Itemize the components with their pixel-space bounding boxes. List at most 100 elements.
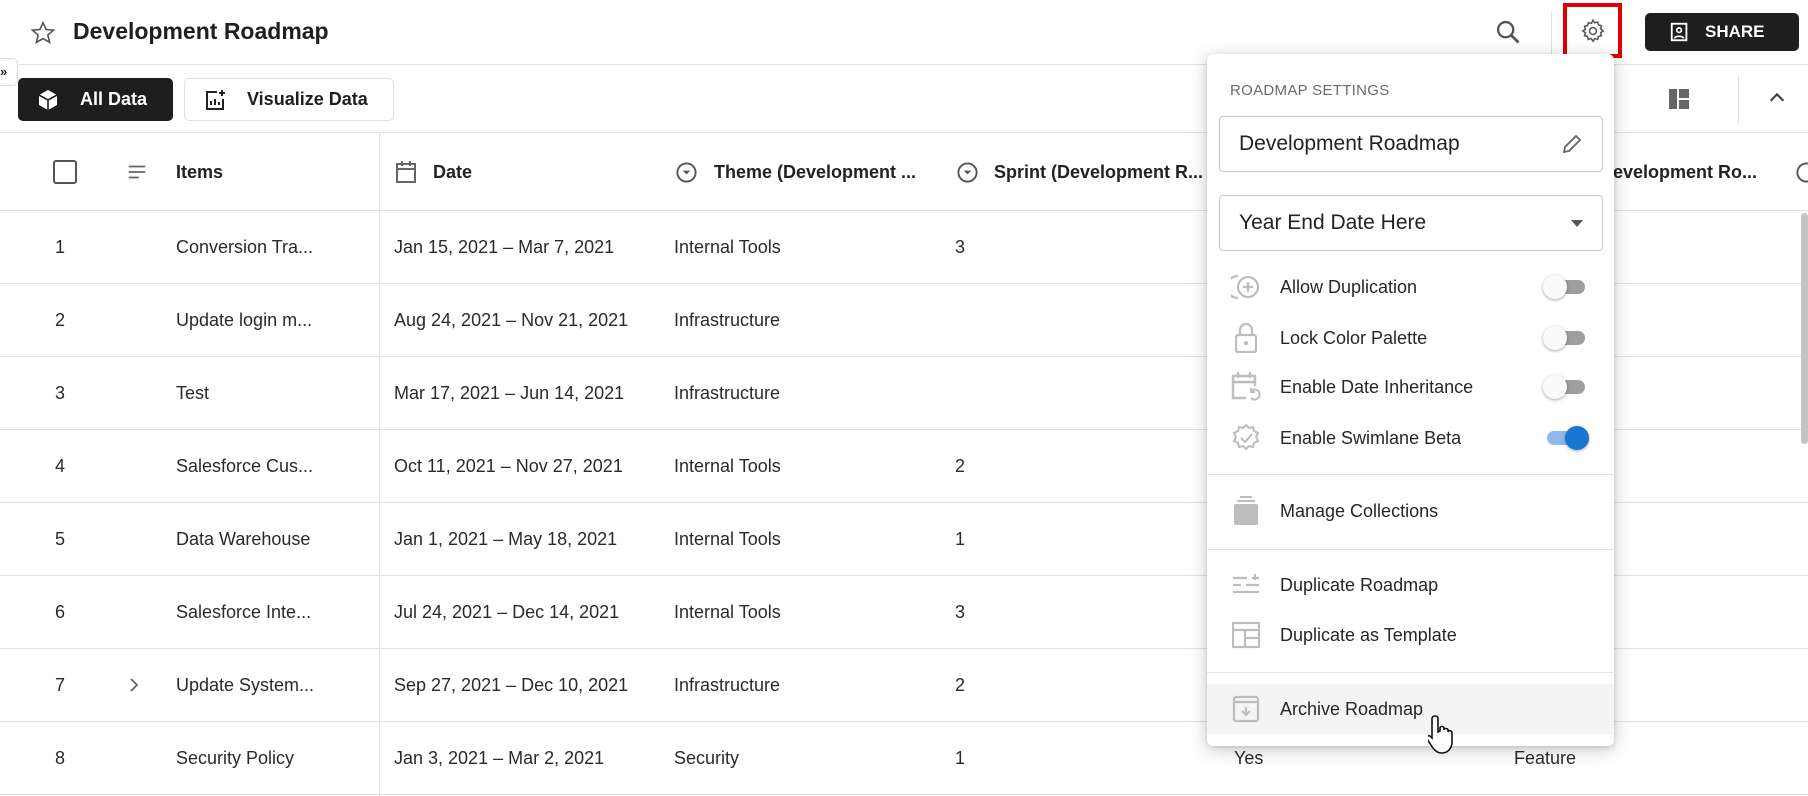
toggle-label: Enable Date Inheritance — [1280, 376, 1474, 397]
row-number: 7 — [55, 674, 66, 695]
row-number: 6 — [55, 601, 66, 622]
theme-cell[interactable]: Infrastructure — [674, 674, 781, 695]
duplicate-roadmap-item[interactable]: Duplicate Roadmap — [1207, 562, 1614, 608]
sprint-cell[interactable]: 2 — [955, 674, 966, 695]
all-data-button[interactable]: All Data — [18, 78, 173, 121]
roadmap-name-field[interactable]: Development Roadmap — [1219, 116, 1603, 172]
item-cell[interactable]: Data Warehouse — [176, 528, 311, 549]
sprint-cell[interactable]: 3 — [955, 601, 966, 622]
theme-cell[interactable]: Internal Tools — [674, 236, 781, 257]
column-header-items[interactable]: Items — [176, 161, 224, 182]
sprint-cell[interactable]: 1 — [955, 747, 966, 768]
table-row[interactable]: 7 Update System... Sep 27, 2021 – Dec 10, … — [0, 649, 1808, 722]
theme-cell[interactable]: Security — [674, 747, 740, 768]
divider — [1551, 12, 1552, 54]
column-header-theme[interactable]: Theme (Development ... — [714, 161, 917, 182]
date-cell[interactable]: Jan 1, 2021 – May 18, 2021 — [394, 528, 618, 549]
roadmap-settings-menu: ROADMAP SETTINGS Development Roadmap Yea… — [1207, 54, 1614, 746]
theme-cell[interactable]: Infrastructure — [674, 309, 781, 330]
archive-roadmap-label: Archive Roadmap — [1280, 698, 1424, 719]
date-cell[interactable]: Sep 27, 2021 – Dec 10, 2021 — [394, 674, 629, 695]
share-button[interactable]: SHARE — [1645, 13, 1799, 51]
table-row[interactable]: 2 Update login m... Aug 24, 2021 – Nov 21,… — [0, 284, 1808, 357]
collections-icon — [1231, 496, 1261, 526]
view-toolbar: All Data Visualize Data — [0, 65, 1808, 133]
all-data-label: All Data — [80, 89, 148, 109]
share-label: SHARE — [1705, 22, 1765, 41]
setting-toggle-row: Enable Date Inheritance — [1207, 364, 1614, 410]
item-cell[interactable]: Salesforce Inte... — [176, 601, 312, 622]
sprint-cell[interactable]: 1 — [955, 528, 966, 549]
toggle-knob — [1543, 326, 1567, 350]
layout-icon[interactable] — [1667, 87, 1691, 111]
item-cell[interactable]: Conversion Tra... — [176, 236, 314, 257]
dropdown-circle-icon — [676, 162, 697, 183]
sprint-cell[interactable]: 3 — [955, 236, 966, 257]
toggle-label: Lock Color Palette — [1280, 327, 1428, 348]
table-row[interactable]: 3 Test Mar 17, 2021 – Jun 14, 2021 Infrastr… — [0, 357, 1808, 430]
column-header-sprint[interactable]: Sprint (Development R... — [994, 161, 1204, 182]
item-cell[interactable]: Security Policy — [176, 747, 295, 768]
table-row[interactable]: 5 Data Warehouse Jan 1, 2021 – May 18, 202… — [0, 503, 1808, 576]
theme-cell[interactable]: Infrastructure — [674, 382, 781, 403]
duplicate-lines-icon — [1231, 570, 1261, 600]
table-row[interactable]: 8 Security Policy Jan 3, 2021 – Mar 2, 202… — [0, 722, 1808, 795]
yes-no-cell[interactable]: Yes — [1234, 747, 1264, 768]
theme-cell[interactable]: Internal Tools — [674, 601, 781, 622]
visualize-data-button[interactable]: Visualize Data — [184, 78, 394, 121]
divider — [1738, 75, 1739, 123]
year-end-select[interactable]: Year End Date Here — [1219, 195, 1603, 251]
date-cell[interactable]: Aug 24, 2021 – Nov 21, 2021 — [394, 309, 629, 330]
divider — [1207, 474, 1614, 475]
type-cell[interactable]: Feature — [1514, 747, 1577, 768]
visualize-data-label: Visualize Data — [247, 89, 368, 109]
date-cell[interactable]: Jan 3, 2021 – Mar 2, 2021 — [394, 747, 605, 768]
date-cell[interactable]: Jul 24, 2021 – Dec 14, 2021 — [394, 601, 620, 622]
star-icon[interactable] — [30, 20, 56, 46]
date-cell[interactable]: Oct 11, 2021 – Nov 27, 2021 — [394, 455, 623, 476]
table-row[interactable]: 6 Salesforce Inte... Jul 24, 2021 – Dec 14… — [0, 576, 1808, 649]
manage-collections-item[interactable]: Manage Collections — [1207, 488, 1614, 534]
date-cell[interactable]: Jan 15, 2021 – Mar 7, 2021 — [394, 236, 615, 257]
column-header-development[interactable]: Development Ro... — [1600, 161, 1758, 182]
search-icon[interactable] — [1494, 18, 1522, 46]
duplicate-as-template-item[interactable]: Duplicate as Template — [1207, 612, 1614, 658]
toggle-switch[interactable] — [1543, 275, 1585, 299]
item-cell[interactable]: Test — [176, 382, 210, 403]
date-cell[interactable]: Mar 17, 2021 – Jun 14, 2021 — [394, 382, 625, 403]
toggle-switch[interactable] — [1543, 375, 1585, 399]
archive-roadmap-item[interactable]: Archive Roadmap — [1207, 684, 1614, 734]
chevron-right-icon[interactable] — [126, 676, 142, 694]
theme-cell[interactable]: Internal Tools — [674, 528, 781, 549]
sprint-cell[interactable]: 2 — [955, 455, 966, 476]
toggle-switch[interactable] — [1543, 326, 1585, 350]
toggle-label: Enable Swimlane Beta — [1280, 427, 1462, 448]
toggle-knob — [1543, 375, 1567, 399]
menu-heading: ROADMAP SETTINGS — [1230, 82, 1390, 99]
expand-sidebar-button[interactable]: » — [0, 58, 18, 86]
vertical-scrollbar[interactable] — [1801, 213, 1808, 444]
select-all-checkbox[interactable] — [53, 160, 77, 184]
archive-icon — [1231, 694, 1261, 724]
row-number: 5 — [55, 528, 66, 549]
template-icon — [1231, 620, 1261, 650]
calendar-icon — [396, 161, 416, 183]
table-row[interactable]: 1 Conversion Tra... Jan 15, 2021 – Mar 7, … — [0, 211, 1808, 284]
theme-cell[interactable]: Internal Tools — [674, 455, 781, 476]
lock-icon — [1231, 323, 1261, 353]
column-divider — [379, 133, 380, 796]
share-screen-icon — [1670, 22, 1688, 42]
table-row[interactable]: 4 Salesforce Cus... Oct 11, 2021 – Nov 27,… — [0, 430, 1808, 503]
settings-button[interactable] — [1563, 3, 1622, 58]
column-header-date[interactable]: Date — [433, 161, 473, 182]
dropdown-circle-icon — [957, 162, 978, 183]
duplicate-template-label: Duplicate as Template — [1280, 624, 1457, 645]
duplicate-roadmap-label: Duplicate Roadmap — [1280, 574, 1439, 595]
item-cell[interactable]: Salesforce Cus... — [176, 455, 314, 476]
toggle-switch[interactable] — [1547, 426, 1589, 450]
item-cell[interactable]: Update login m... — [176, 309, 313, 330]
item-cell[interactable]: Update System... — [176, 674, 315, 695]
pencil-icon[interactable] — [1560, 132, 1584, 156]
chevron-up-icon[interactable] — [1766, 87, 1788, 109]
row-number: 3 — [55, 382, 66, 403]
